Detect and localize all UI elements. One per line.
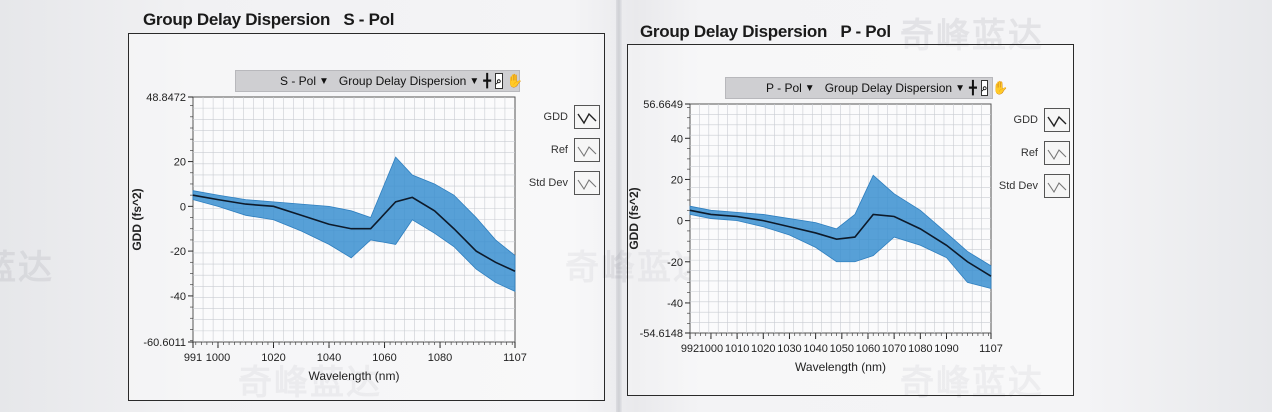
legend: GDD Ref Std Dev: [520, 105, 600, 204]
pol-select-label: P - Pol: [766, 81, 802, 95]
legend-label: GDD: [1013, 114, 1038, 126]
y-tick-label: 0: [180, 201, 186, 213]
mode-select[interactable]: Group Delay Dispersion ▼: [825, 81, 965, 95]
x-axis-label: Wavelength (nm): [309, 369, 400, 383]
x-tick-label: 1040: [803, 343, 827, 355]
x-tick-label: 991: [184, 352, 202, 364]
x-tick-label: 1010: [725, 343, 749, 355]
zoom-icon[interactable]: ⌕: [495, 73, 503, 89]
x-tick-label: 1080: [428, 352, 452, 364]
watermark-right: 奇峰蓝达: [900, 17, 1044, 55]
watermark-left: 奇峰蓝达: [238, 364, 382, 402]
x-tick-label: 1020: [261, 352, 285, 364]
y-tick-label: -40: [667, 298, 683, 310]
legend-item-std-dev[interactable]: Std Dev: [990, 174, 1070, 198]
y-tick-label: -40: [170, 291, 186, 303]
y-tick-label: 20: [671, 174, 683, 186]
x-tick-label: 1000: [699, 343, 723, 355]
x-tick-label: 992: [681, 343, 699, 355]
zoom-icon[interactable]: ⌕: [980, 80, 989, 96]
y-tick-label: -60.6011: [143, 337, 186, 349]
y-tick-label: -54.6148: [640, 328, 683, 340]
panel-title: Group Delay Dispersion S - Pol: [143, 10, 395, 29]
watermark-edge-left: 奇峰蓝达: [0, 249, 54, 287]
chart-toolbar: S - Pol ▼ Group Delay Dispersion ▼ ╋ ⌕ ✋: [235, 70, 523, 92]
dropdown-arrow-icon: ▼: [804, 82, 815, 94]
pol-select[interactable]: P - Pol ▼: [766, 81, 815, 95]
y-axis-label: GDD (fs^2): [130, 188, 144, 250]
gdd-line: [689, 209, 992, 277]
x-tick-label: 1107: [979, 343, 1003, 355]
legend-label: Ref: [550, 144, 568, 156]
dropdown-arrow-icon: ▼: [955, 82, 965, 94]
legend-swatch-icon: [574, 105, 600, 129]
std-dev-band: [689, 174, 992, 290]
x-tick-label: 1050: [830, 343, 854, 355]
panel-title: Group Delay Dispersion P - Pol: [640, 22, 891, 41]
pan-hand-icon[interactable]: ✋: [992, 80, 1009, 95]
pol-select[interactable]: S - Pol ▼: [280, 74, 329, 88]
legend-label: Std Dev: [998, 180, 1038, 192]
legend-swatch-icon: [1044, 141, 1070, 165]
chart-toolbar: P - Pol ▼ Group Delay Dispersion ▼ ╋ ⌕ ✋: [725, 77, 1009, 99]
legend-item-gdd[interactable]: GDD: [990, 108, 1070, 132]
x-tick-label: 1030: [777, 343, 801, 355]
legend-swatch-icon: [1044, 174, 1070, 198]
x-tick-label: 1070: [882, 343, 906, 355]
legend-item-ref[interactable]: Ref: [990, 141, 1070, 165]
legend-swatch-icon: [1044, 108, 1070, 132]
y-tick-label: -20: [667, 257, 683, 269]
x-tick-label: 1060: [372, 352, 396, 364]
dropdown-arrow-icon: ▼: [469, 75, 480, 87]
legend-item-ref[interactable]: Ref: [520, 138, 600, 162]
y-tick-label: 0: [677, 216, 683, 228]
y-tick-label: 20: [174, 157, 186, 169]
pan-hand-icon[interactable]: ✋: [506, 73, 523, 88]
mode-select[interactable]: Group Delay Dispersion ▼: [339, 74, 479, 88]
cursor-crosshair-icon[interactable]: ╋: [969, 80, 977, 95]
legend-label: GDD: [543, 111, 568, 123]
pol-select-label: S - Pol: [280, 74, 317, 88]
legend-item-gdd[interactable]: GDD: [520, 105, 600, 129]
x-tick-label: 1020: [751, 343, 775, 355]
gdd-line: [192, 194, 516, 272]
legend-item-std-dev[interactable]: Std Dev: [520, 171, 600, 195]
y-tick-label: 40: [671, 133, 683, 145]
legend: GDD Ref Std Dev: [990, 108, 1070, 207]
legend-swatch-icon: [574, 171, 600, 195]
legend-label: Ref: [1020, 147, 1038, 159]
legend-label: Std Dev: [528, 177, 568, 189]
std-dev-band: [192, 156, 516, 293]
x-axis-label: Wavelength (nm): [795, 360, 886, 374]
y-tick-label: 48.8472: [146, 92, 186, 104]
mode-select-label: Group Delay Dispersion: [338, 74, 467, 88]
y-axis-label: GDD (fs^2): [627, 187, 641, 249]
watermark-center: 奇峰蓝达: [565, 249, 709, 287]
dropdown-arrow-icon: ▼: [319, 75, 329, 87]
x-tick-label: 1107: [503, 352, 527, 364]
legend-swatch-icon: [574, 138, 600, 162]
x-tick-label: 1090: [934, 343, 958, 355]
x-tick-label: 1080: [908, 343, 932, 355]
page-fold: [616, 0, 622, 412]
x-tick-label: 1000: [206, 352, 230, 364]
cursor-crosshair-icon[interactable]: ╋: [483, 73, 492, 88]
y-tick-label: -20: [170, 246, 186, 258]
x-tick-label: 1060: [856, 343, 880, 355]
x-tick-label: 1040: [317, 352, 341, 364]
mode-select-label: Group Delay Dispersion: [824, 81, 953, 95]
y-tick-label: 56.6649: [643, 99, 683, 111]
